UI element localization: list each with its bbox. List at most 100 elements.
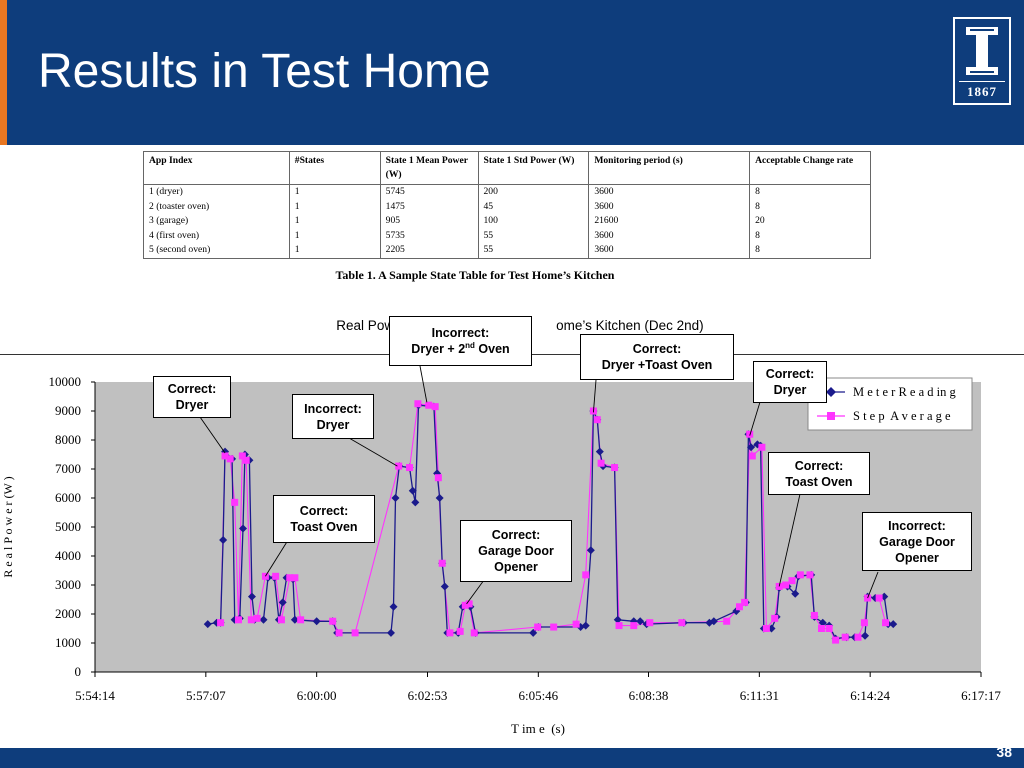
step-average-point — [297, 616, 305, 624]
step-average-point — [593, 416, 601, 424]
x-tick-label: 6:17:17 — [961, 688, 1001, 703]
step-average-point — [277, 616, 285, 624]
step-average-point — [788, 577, 796, 585]
step-average-point — [291, 574, 299, 582]
table-cell: 5735 — [379, 228, 479, 243]
page-number: 38 — [996, 744, 1012, 760]
meter-reading-point — [386, 628, 395, 637]
step-average-point — [806, 571, 814, 579]
step-average-point — [860, 619, 868, 627]
callout-correct-dryer-toast: Correct: Dryer +Toast Oven — [580, 334, 734, 380]
table-cell: 5745 — [379, 184, 479, 200]
x-tick-label: 6:05:46 — [518, 688, 558, 703]
table-cell: 1 — [288, 184, 381, 200]
table-cell: 8 — [749, 184, 871, 200]
step-average-point — [875, 594, 883, 602]
table-cell: 1 — [288, 199, 381, 214]
meter-reading-point — [529, 628, 538, 637]
callout-line: Dryer — [773, 383, 807, 397]
callout-correct-garage: Correct: Garage Door Opener — [460, 520, 572, 582]
step-average-point — [572, 620, 580, 628]
meter-reading-point — [312, 617, 321, 626]
y-tick-label: 3000 — [55, 577, 81, 592]
table-cell: 55 — [477, 228, 590, 243]
step-average-point — [335, 629, 343, 637]
table-cell: 1 — [288, 214, 381, 229]
meter-reading-point — [440, 582, 449, 591]
step-average-point — [434, 474, 442, 482]
step-average-point — [748, 452, 756, 460]
step-average-point — [796, 571, 804, 579]
step-average-point — [217, 619, 225, 627]
callout-text: Dryer + 2 — [411, 342, 466, 356]
step-average-point — [272, 572, 280, 580]
step-average-point — [854, 633, 862, 641]
callout-leader-line — [419, 365, 428, 403]
meter-reading-point — [290, 615, 299, 624]
table-header-cell: #States — [288, 151, 381, 185]
legend-meter-label: M e t e r R e a d in g — [853, 385, 957, 399]
meter-reading-point — [586, 546, 595, 555]
accent-bar — [0, 0, 7, 145]
step-average-point — [446, 629, 454, 637]
callout-line: Correct: — [794, 458, 844, 473]
legend: M e t e r R e a d in g S t e p A v e r a… — [807, 377, 973, 431]
legend-step-marker — [827, 412, 835, 420]
table-header-row: App Index #States State 1 Mean Power (W)… — [143, 151, 871, 185]
y-tick-label: 8000 — [55, 432, 81, 447]
legend-step-label: S t e p A v e r a g e — [853, 409, 951, 423]
meter-reading-point — [238, 524, 247, 533]
table-cell: 3600 — [588, 199, 751, 214]
meter-reading-point — [259, 615, 268, 624]
table-row: 1 (dryer) 1 5745 200 3600 8 — [143, 184, 871, 200]
meter-reading-point — [389, 602, 398, 611]
university-column-icon — [966, 27, 998, 75]
step-average-point — [832, 636, 840, 644]
table-header-cell: State 1 Mean Power (W) — [379, 151, 479, 185]
meter-reading-point — [219, 536, 228, 545]
meter-reading-point — [791, 589, 800, 598]
y-tick-label: 4000 — [55, 548, 81, 563]
step-average-point — [825, 625, 833, 632]
callout-line: Garage Door — [478, 544, 554, 558]
meter-reading-point — [709, 617, 718, 626]
step-average-point — [615, 622, 623, 630]
callout-text: Oven — [474, 342, 510, 356]
callout-line: Incorrect: — [304, 401, 362, 416]
step-average-point — [782, 581, 790, 589]
meter-reading-point — [411, 498, 420, 507]
callout-line: Correct: — [765, 367, 815, 381]
step-average-point — [235, 616, 243, 624]
table-cell: 21600 — [588, 214, 751, 229]
table-cell: 1 — [288, 243, 381, 259]
meter-reading-point — [595, 447, 604, 456]
y-axis-label: R e a l P o w e r (W ) — [1, 476, 15, 577]
step-average-point — [253, 614, 261, 622]
step-average-point — [678, 619, 686, 627]
y-tick-label: 0 — [75, 664, 82, 679]
table-cell: 4 (first oven) — [143, 228, 290, 243]
step-average-point — [438, 559, 446, 567]
callout-line: Correct: — [299, 504, 349, 518]
step-average-point — [597, 459, 605, 467]
step-average-point — [329, 617, 337, 625]
callout-line: Dryer +Toast Oven — [601, 358, 713, 372]
legend-meter-marker — [826, 387, 836, 397]
callout-line: Incorrect: — [888, 518, 946, 533]
meter-reading-point — [247, 592, 256, 601]
university-logo: 1867 — [953, 17, 1011, 105]
table-cell: 3600 — [588, 184, 751, 200]
table-cell: 1475 — [379, 199, 479, 214]
table-cell: 3 (garage) — [143, 214, 290, 229]
meter-reading-point — [636, 617, 645, 626]
table-cell: 5 (second oven) — [143, 243, 290, 259]
callout-line: Correct: — [632, 342, 682, 356]
callout-line: Dryer — [175, 398, 209, 412]
step-average-point — [406, 464, 414, 472]
step-average-point — [286, 574, 294, 582]
x-tick-label: 6:14:24 — [850, 688, 890, 703]
table-row: 4 (first oven) 1 5735 55 3600 8 — [143, 228, 871, 243]
callout-line: Garage Door — [879, 534, 955, 549]
meter-reading-point — [278, 598, 287, 607]
state-table: App Index #States State 1 Mean Power (W)… — [143, 151, 871, 259]
